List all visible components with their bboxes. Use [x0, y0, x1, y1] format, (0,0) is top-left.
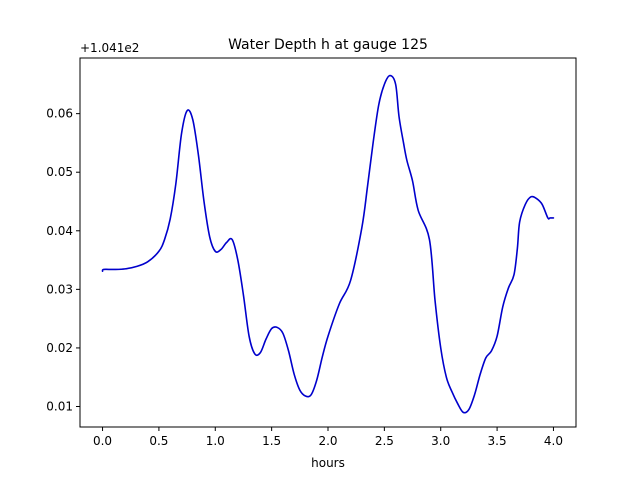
y-offset-text: +1.041e2 — [80, 41, 139, 55]
x-tick-label: 3.5 — [488, 434, 507, 448]
x-axis-label: hours — [311, 456, 345, 470]
x-tick-label: 0.5 — [149, 434, 168, 448]
plot-background — [80, 58, 576, 427]
x-axis: 0.0 0.5 1.0 1.5 2.0 2.5 3.0 3.5 4.0 — [93, 427, 563, 448]
x-tick-label: 2.0 — [318, 434, 337, 448]
y-tick-label: 0.06 — [46, 107, 73, 121]
x-tick-label: 1.0 — [206, 434, 225, 448]
x-tick-label: 0.0 — [93, 434, 112, 448]
y-tick-label: 0.02 — [46, 341, 73, 355]
x-tick-label: 4.0 — [544, 434, 563, 448]
y-tick-label: 0.03 — [46, 282, 73, 296]
chart-title: Water Depth h at gauge 125 — [228, 37, 428, 53]
x-tick-label: 1.5 — [262, 434, 281, 448]
y-axis: 0.01 0.02 0.03 0.04 0.05 0.06 — [46, 107, 80, 414]
x-tick-label: 3.0 — [431, 434, 450, 448]
plot-frame — [79, 57, 577, 428]
series-line-h — [101, 74, 555, 414]
x-tick-label: 2.5 — [375, 434, 394, 448]
series-group — [101, 74, 555, 414]
y-tick-label: 0.04 — [46, 224, 73, 238]
y-tick-label: 0.05 — [46, 165, 73, 179]
y-tick-label: 0.01 — [46, 400, 73, 414]
